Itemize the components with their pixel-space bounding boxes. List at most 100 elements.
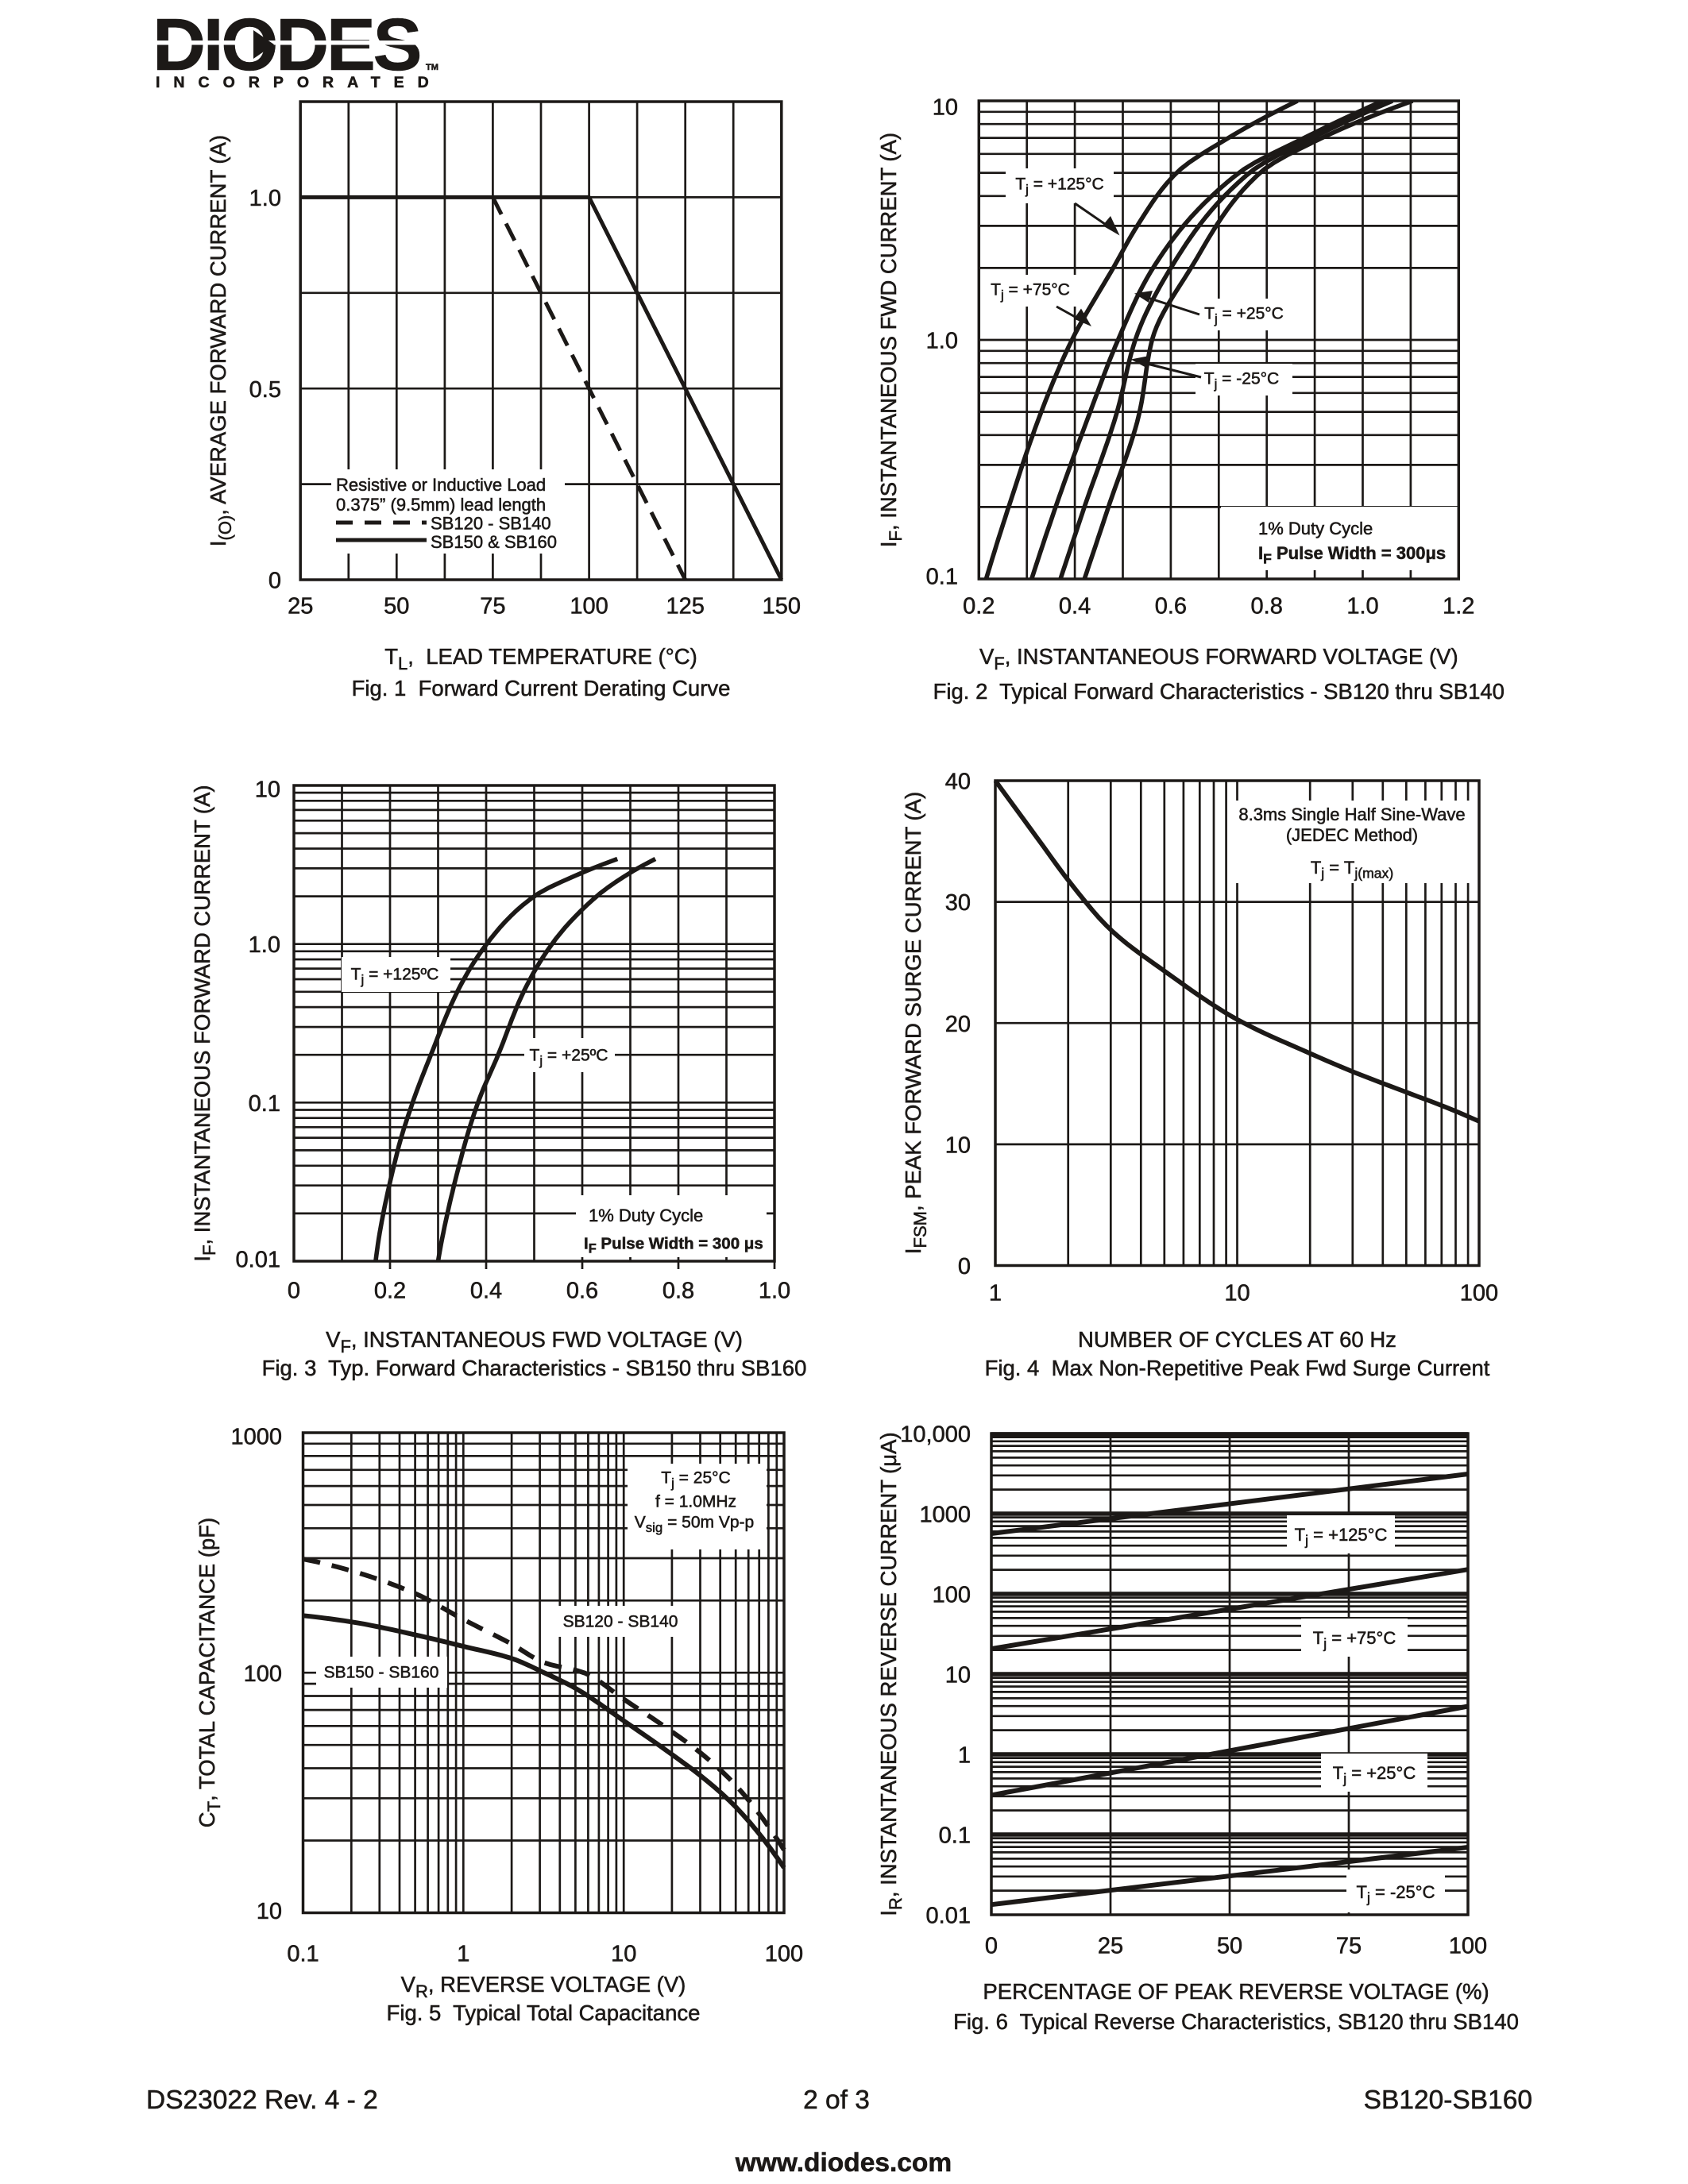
svg-text:10: 10 (945, 1133, 971, 1158)
svg-text:25: 25 (1098, 1934, 1123, 1959)
svg-text:1.0: 1.0 (249, 186, 281, 211)
svg-text:2 of 3: 2 of 3 (803, 2086, 870, 2115)
svg-text:0.2: 0.2 (963, 594, 995, 619)
svg-text:10: 10 (945, 1663, 971, 1688)
svg-text:0: 0 (985, 1934, 998, 1959)
svg-text:150: 150 (763, 594, 801, 619)
svg-text:Tj​ = -25°C: Tj​ = -25°C (1204, 370, 1279, 392)
svg-text:1000: 1000 (230, 1425, 282, 1450)
svg-text:0: 0 (268, 569, 281, 594)
svg-text:1% Duty Cycle: 1% Duty Cycle (589, 1206, 703, 1225)
svg-text:0.1: 0.1 (249, 1091, 280, 1117)
svg-text:IF​ Pulse Width = 300μs: IF​ Pulse Width = 300μs (1258, 543, 1446, 567)
svg-text:1.0: 1.0 (926, 329, 958, 354)
svg-text:1.0: 1.0 (1346, 594, 1378, 619)
svg-text:0.01: 0.01 (926, 1904, 971, 1929)
svg-text:IF​, INSTANTANEOUS FWD CURRENT: IF​, INSTANTANEOUS FWD CURRENT (A) (876, 133, 906, 547)
svg-text:Tj​ = +25ºC: Tj​ = +25ºC (530, 1047, 608, 1068)
svg-text:INCORPORATED: INCORPORATED (156, 74, 442, 91)
svg-text:SB120-SB160: SB120-SB160 (1364, 2086, 1532, 2115)
svg-text:TL​, LEAD TEMPERATURE (°C): TL​, LEAD TEMPERATURE (°C) (384, 644, 697, 673)
svg-text:40: 40 (945, 770, 971, 795)
svg-text:Fig. 3 Typ. Forward Character: Fig. 3 Typ. Forward Characteristics - SB… (262, 1356, 807, 1380)
svg-text:0: 0 (958, 1254, 971, 1279)
svg-text:VF​, INSTANTANEOUS FWD VOLTAGE: VF​, INSTANTANEOUS FWD VOLTAGE (V) (326, 1327, 743, 1356)
svg-text:0.1: 0.1 (939, 1823, 971, 1849)
svg-text:1.0: 1.0 (249, 932, 280, 958)
svg-text:Tj​ = +25°C: Tj​ = +25°C (1204, 305, 1284, 326)
svg-text:10,000: 10,000 (900, 1422, 971, 1448)
svg-text:50: 50 (384, 594, 409, 619)
svg-text:20: 20 (945, 1012, 971, 1037)
svg-text:Fig. 2 Typical Forward Charac: Fig. 2 Typical Forward Characteristics -… (933, 679, 1505, 704)
svg-text:0.6: 0.6 (1155, 594, 1187, 619)
svg-text:1: 1 (958, 1743, 971, 1769)
svg-text:www.diodes.com: www.diodes.com (735, 2148, 952, 2178)
svg-text:1% Duty Cycle: 1% Duty Cycle (1258, 519, 1373, 538)
svg-text:Tj​ = +75°C: Tj​ = +75°C (1313, 1628, 1396, 1652)
svg-text:TM: TM (426, 63, 438, 72)
svg-text:100: 100 (933, 1583, 971, 1608)
svg-text:8.3ms Single Half Sine-Wave: 8.3ms Single Half Sine-Wave (1238, 805, 1465, 824)
svg-text:10: 10 (1224, 1281, 1250, 1306)
svg-text:Tj​ = +25°C: Tj​ = +25°C (1333, 1763, 1416, 1787)
svg-text:30: 30 (945, 890, 971, 916)
svg-text:0.1: 0.1 (926, 565, 958, 590)
svg-text:0.6: 0.6 (566, 1279, 598, 1304)
svg-text:50: 50 (1217, 1934, 1242, 1959)
svg-text:0.375” (9.5mm) lead length: 0.375” (9.5mm) lead length (336, 495, 546, 515)
svg-text:Tj​ = Tj(max)​: Tj​ = Tj(max)​ (1311, 858, 1393, 882)
svg-text:SB120 - SB140: SB120 - SB140 (563, 1613, 678, 1631)
svg-text:Tj​ = +75°C: Tj​ = +75°C (991, 281, 1070, 303)
svg-text:0.1: 0.1 (287, 1942, 319, 1967)
svg-text:Tj​ = +125ºC: Tj​ = +125ºC (351, 966, 439, 987)
svg-text:100: 100 (244, 1661, 282, 1687)
svg-text:125: 125 (666, 594, 705, 619)
svg-text:75: 75 (480, 594, 505, 619)
svg-text:1: 1 (457, 1942, 469, 1967)
svg-text:SB120 - SB140: SB120 - SB140 (431, 514, 551, 534)
svg-text:0: 0 (288, 1279, 300, 1304)
svg-text:Resistive or Inductive Load: Resistive or Inductive Load (336, 475, 546, 495)
svg-text:Fig. 6 Typical Reverse Charac: Fig. 6 Typical Reverse Characteristics, … (953, 2009, 1519, 2034)
svg-text:1: 1 (989, 1281, 1002, 1306)
svg-text:100: 100 (765, 1942, 803, 1967)
svg-text:0.8: 0.8 (1251, 594, 1283, 619)
svg-text:0.5: 0.5 (249, 377, 281, 403)
svg-text:100: 100 (570, 594, 608, 619)
svg-text:PERCENTAGE OF PEAK REVERSE VOL: PERCENTAGE OF PEAK REVERSE VOLTAGE (%) (983, 1979, 1489, 2004)
svg-text:10: 10 (933, 95, 958, 121)
svg-text:f = 1.0MHz: f = 1.0MHz (655, 1493, 736, 1511)
svg-text:IF​, INSTANTANEOUS FORWARD CUR: IF​, INSTANTANEOUS FORWARD CURRENT (A) (190, 785, 219, 1261)
svg-text:I(O)​, AVERAGE FORWARD CURRENT: I(O)​, AVERAGE FORWARD CURRENT (A) (206, 135, 235, 546)
svg-text:10: 10 (611, 1942, 636, 1967)
svg-text:Fig. 4 Max Non-Repetitive Pea: Fig. 4 Max Non-Repetitive Peak Fwd Surge… (985, 1356, 1490, 1380)
svg-text:10: 10 (257, 1899, 282, 1924)
svg-text:25: 25 (288, 594, 313, 619)
svg-text:1.2: 1.2 (1443, 594, 1474, 619)
svg-text:0.4: 0.4 (470, 1279, 502, 1304)
svg-text:100: 100 (1449, 1934, 1487, 1959)
svg-text:NUMBER OF CYCLES AT 60 Hz: NUMBER OF CYCLES AT 60 Hz (1078, 1327, 1396, 1352)
svg-text:Fig. 5 Typical Total Capacita: Fig. 5 Typical Total Capacitance (387, 2001, 701, 2025)
svg-text:IFSM​, PEAK FORWARD SURGE CURR: IFSM​, PEAK FORWARD SURGE CURRENT (A) (901, 792, 930, 1254)
svg-text:SB150 - SB160: SB150 - SB160 (324, 1664, 439, 1682)
svg-text:VR​, REVERSE VOLTAGE (V): VR​, REVERSE VOLTAGE (V) (401, 1972, 686, 2001)
svg-text:75: 75 (1336, 1934, 1362, 1959)
svg-text:0.8: 0.8 (662, 1279, 694, 1304)
svg-text:VF​, INSTANTANEOUS FORWARD VOL: VF​, INSTANTANEOUS FORWARD VOLTAGE (V) (979, 644, 1458, 673)
svg-text:IF​ Pulse Width = 300 μs: IF​ Pulse Width = 300 μs (584, 1235, 763, 1256)
svg-text:1.0: 1.0 (759, 1279, 790, 1304)
svg-text:0.2: 0.2 (374, 1279, 406, 1304)
svg-text:DS23022 Rev. 4 - 2: DS23022 Rev. 4 - 2 (146, 2086, 378, 2115)
svg-text:Tj​ = +125°C: Tj​ = +125°C (1295, 1525, 1388, 1549)
svg-text:IR​, INSTANTANEOUS REVERSE CUR: IR​, INSTANTANEOUS REVERSE CURRENT (μA) (876, 1432, 906, 1916)
svg-text:10: 10 (255, 778, 280, 803)
svg-text:SB150 & SB160: SB150 & SB160 (431, 532, 557, 552)
svg-text:Fig. 1 Forward Current Derati: Fig. 1 Forward Current Derating Curve (352, 676, 731, 700)
svg-text:1000: 1000 (919, 1503, 971, 1528)
svg-text:0.01: 0.01 (236, 1248, 280, 1273)
svg-text:Tj​ = +125°C: Tj​ = +125°C (1015, 176, 1103, 197)
svg-text:(JEDEC Method): (JEDEC Method) (1286, 825, 1418, 845)
svg-text:CT​, TOTAL CAPACITANCE (pF): CT​, TOTAL CAPACITANCE (pF) (195, 1518, 224, 1827)
